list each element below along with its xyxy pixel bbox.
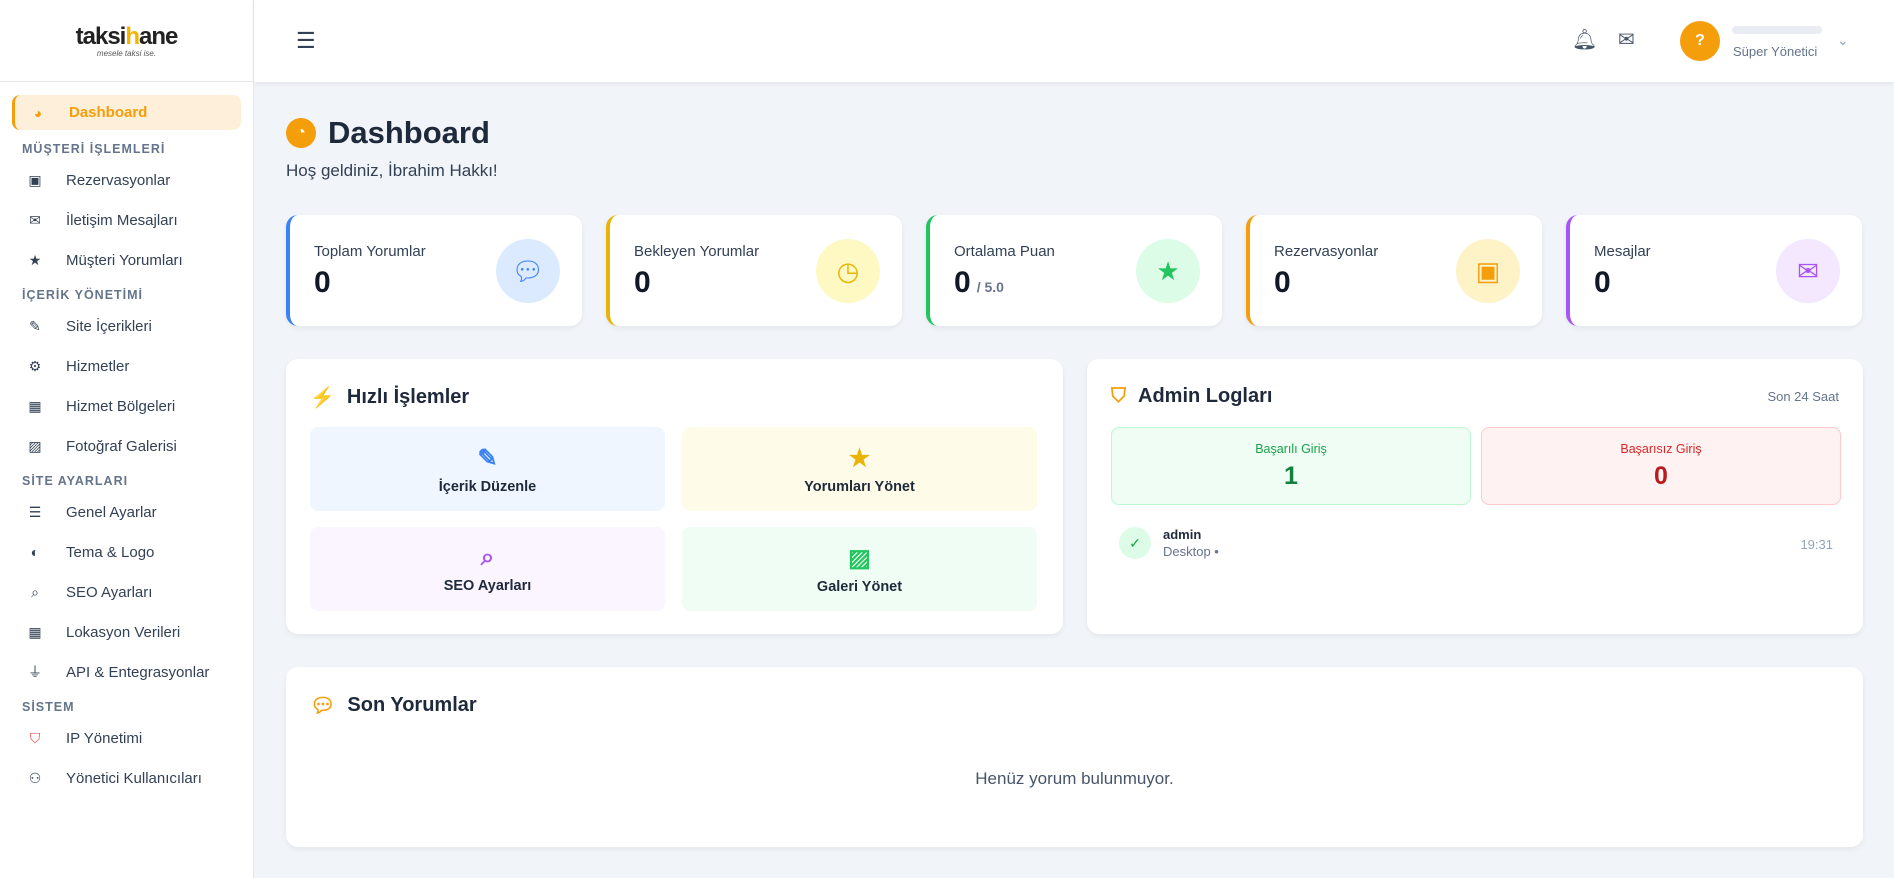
users-icon: ⚇ (28, 769, 42, 786)
map-icon: ▦ (28, 623, 42, 640)
sidebar-item[interactable]: ☰ Genel Ayarlar (12, 492, 241, 532)
sidebar-item[interactable]: ▦ Hizmet Bölgeleri (12, 386, 241, 426)
search-icon: ⌕ (31, 583, 39, 600)
sidebar-section-title: MÜŞTERİ İŞLEMLERİ (22, 142, 166, 156)
sidebar-item[interactable]: ▨ Fotoğraf Galerisi (12, 426, 241, 466)
stat-card: Rezervasyonlar 0 ▣ (1246, 215, 1542, 326)
envelope-icon[interactable]: ✉ (1618, 29, 1635, 51)
calendar-check-icon: ▣ (28, 171, 42, 188)
envelope-icon: ✉ (29, 211, 41, 228)
sidebar-section-title: İÇERİK YÖNETİMİ (22, 288, 144, 302)
bolt-icon: ⚡ (310, 387, 335, 409)
sidebar-item[interactable]: ▦ Lokasyon Verileri (12, 612, 241, 652)
failed-login-box: Başarısız Giriş 0 (1481, 427, 1841, 505)
success-login-box: Başarılı Giriş 1 (1111, 427, 1471, 505)
admin-logs-panel: ⛉ Admin Logları Son 24 Saat Başarılı Giri… (1087, 359, 1863, 634)
palette-icon: ◐ (30, 544, 40, 560)
search-icon: ⌕ (480, 544, 495, 571)
clock-icon: ◷ (816, 239, 880, 303)
page-title: ◔ Dashboard (286, 115, 490, 151)
avatar[interactable]: ? (1680, 21, 1720, 61)
chevron-down-icon[interactable]: ⌄ (1837, 32, 1849, 48)
cogs-icon: ⚙ (28, 357, 42, 374)
star-icon: ★ (1136, 239, 1200, 303)
comments-icon: 💬︎ (496, 239, 560, 303)
sidebar-nav: ◕ Dashboard MÜŞTERİ İŞLEMLERİ ▣ Rezervasyon… (0, 82, 253, 798)
check-icon: ✓ (1119, 527, 1151, 559)
star-icon: ★ (28, 251, 42, 268)
stat-card: Mesajlar 0 ✉ (1566, 215, 1862, 326)
stat-card: Toplam Yorumlar 0 💬︎ (286, 215, 582, 326)
map-icon: ▦ (28, 397, 42, 414)
top-header: ☰ 🔔︎ ✉ ? Süper Yönetici ⌄ (254, 0, 1894, 82)
logs-period: Son 24 Saat (1767, 389, 1839, 404)
calendar-check-icon: ▣ (1456, 239, 1520, 303)
star-icon: ★ (848, 444, 871, 472)
comment-dots-icon: 💬︎ (310, 695, 336, 717)
bell-icon[interactable]: 🔔︎ (1572, 29, 1598, 51)
stat-card: Bekleyen Yorumlar 0 ◷ (606, 215, 902, 326)
sidebar-item[interactable]: ◐ Tema & Logo (12, 532, 241, 572)
menu-toggle-icon[interactable]: ☰ (296, 28, 316, 53)
sidebar-item[interactable]: ⚇ Yönetici Kullanıcıları (12, 758, 241, 798)
edit-icon: ✎ (477, 444, 498, 472)
sidebar-item[interactable]: ⛉ IP Yönetimi (12, 718, 241, 758)
quick-action-button[interactable]: ✎ İçerik Düzenle (310, 427, 665, 511)
log-entry: ✓ admin Desktop • 19:31 (1119, 527, 1833, 563)
sidebar-item-dashboard[interactable]: ◕ Dashboard (12, 95, 241, 130)
sidebar-section-title: SİTE AYARLARI (22, 474, 129, 488)
welcome-text: Hoş geldiniz, İbrahim Hakkı! (286, 161, 498, 180)
logo[interactable]: taksihane mesele taksi ise. (0, 0, 253, 82)
images-icon: ▨ (28, 437, 42, 454)
shield-icon: ⛉ (1111, 385, 1126, 407)
plug-icon: ⏚ (28, 664, 42, 680)
sidebar-item[interactable]: ✉ İletişim Mesajları (12, 200, 241, 240)
quick-action-button[interactable]: ▨ Galeri Yönet (682, 527, 1037, 611)
empty-reviews-message: Henüz yorum bulunmuyor. (975, 769, 1174, 788)
edit-icon: ✎ (29, 317, 41, 334)
quick-action-button[interactable]: ⌕ SEO Ayarları (310, 527, 665, 611)
gauge-icon: ◔ (286, 118, 316, 148)
gauge-icon: ◕ (33, 104, 43, 121)
sidebar-section-title: SİSTEM (22, 700, 75, 714)
stat-card: Ortalama Puan 0/ 5.0 ★ (926, 215, 1222, 326)
user-name-blurred (1732, 26, 1822, 34)
sidebar-item[interactable]: ✎ Site İçerikleri (12, 306, 241, 346)
sidebar: taksihane mesele taksi ise. ◕ Dashboard M… (0, 0, 254, 878)
sidebar-item[interactable]: ▣ Rezervasyonlar (12, 160, 241, 200)
sliders-icon: ☰ (28, 503, 42, 520)
envelope-icon: ✉ (1776, 239, 1840, 303)
sidebar-item[interactable]: ⌕ SEO Ayarları (12, 572, 241, 612)
images-icon: ▨ (848, 544, 871, 572)
sidebar-item[interactable]: ⚙ Hizmetler (12, 346, 241, 386)
quick-action-button[interactable]: ★ Yorumları Yönet (682, 427, 1037, 511)
user-role: Süper Yönetici (1733, 44, 1818, 59)
quick-actions-panel: ⚡ Hızlı İşlemler ✎ İçerik Düzenle ★ Yorumlar… (286, 359, 1063, 634)
recent-reviews-panel: 💬︎ Son Yorumlar Henüz yorum bulunmuyor. (286, 667, 1863, 847)
sidebar-item[interactable]: ⏚ API & Entegrasyonlar (28, 663, 210, 681)
sidebar-item[interactable]: ★ Müşteri Yorumları (12, 240, 241, 280)
shield-icon: ⛉ (29, 729, 41, 746)
